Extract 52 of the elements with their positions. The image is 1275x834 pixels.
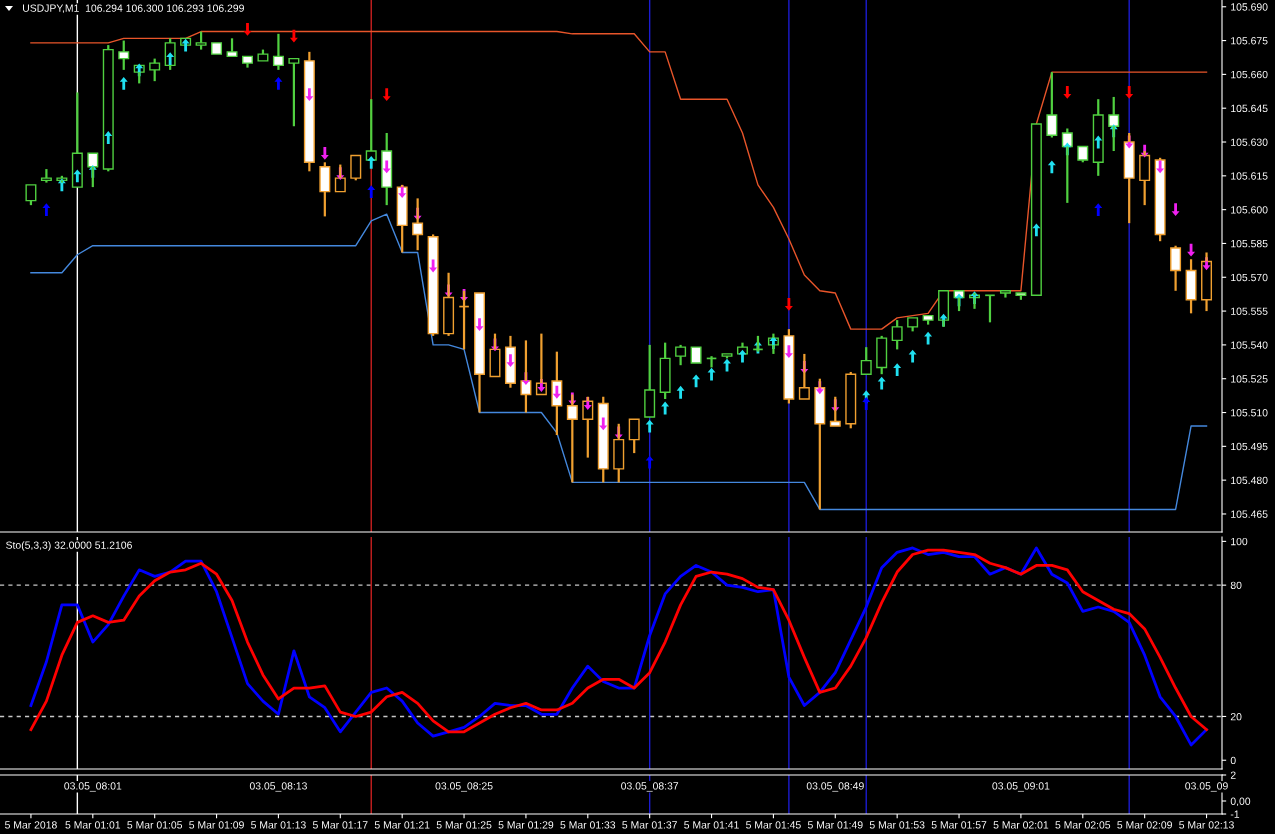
x2-tick-label: 03.05_08:37 <box>621 782 679 792</box>
y-tick-label: 105.570 <box>1231 273 1268 282</box>
y-tick-label: 105.495 <box>1231 442 1268 451</box>
x-tick-label: 5 Mar 01:25 <box>436 821 492 829</box>
y-tick-label: 0 <box>1230 756 1236 765</box>
x-tick-label: 5 Mar 01:57 <box>931 821 987 829</box>
y-tick-label: 105.660 <box>1231 70 1268 79</box>
x2-tick-label: 03.05_09 <box>1185 782 1228 792</box>
x-tick-label: 5 Mar 01:45 <box>746 821 801 829</box>
y-tick-label: 105.480 <box>1231 476 1268 485</box>
x-tick-label: 5 Mar 01:01 <box>65 821 121 829</box>
y-tick-label: 105.555 <box>1231 307 1268 315</box>
y-tick-label: 2 <box>1230 771 1236 779</box>
x-tick-label: 5 Mar 2018 <box>5 821 57 829</box>
y-tick-label: -1 <box>1230 810 1240 818</box>
x-tick-label: 5 Mar 01:13 <box>251 821 306 829</box>
y-tick-label: 105.600 <box>1231 206 1268 214</box>
y-tick-label: 105.525 <box>1231 375 1268 383</box>
y-tick-label: 105.585 <box>1231 239 1268 248</box>
chart-title: Sto(5,3,3) 32.0000 51.2106 <box>6 541 132 551</box>
y-tick-label: 105.465 <box>1231 510 1268 518</box>
y-tick-label: 105.540 <box>1231 341 1268 349</box>
x2-tick-label: 03.05_09:01 <box>992 782 1050 792</box>
x2-tick-label: 03.05_08:01 <box>64 782 122 792</box>
y-tick-label: 80 <box>1230 581 1242 590</box>
x-tick-label: 5 Mar 01:53 <box>869 821 925 829</box>
y-tick-label: 20 <box>1230 712 1242 721</box>
x-tick-label: 5 Mar 01:17 <box>312 821 368 829</box>
x-tick-label: 5 Mar 01:05 <box>127 821 183 829</box>
x-tick-label: 5 Mar 01:21 <box>374 821 430 829</box>
y-tick-label: 105.630 <box>1231 138 1268 146</box>
x-tick-label: 5 Mar 02:05 <box>1055 821 1111 829</box>
y-tick-label: 105.615 <box>1231 172 1268 180</box>
x-tick-label: 5 Mar 02:01 <box>993 821 1049 829</box>
x-tick-label: 5 Mar 01:33 <box>560 821 616 829</box>
x2-tick-label: 03.05_08:13 <box>249 782 307 792</box>
x-tick-label: 5 Mar 02:13 <box>1179 821 1234 829</box>
y-tick-label: 105.645 <box>1231 104 1268 113</box>
x-tick-label: 5 Mar 01:09 <box>189 821 244 829</box>
y-tick-label: 105.510 <box>1231 409 1268 417</box>
chart-title: USDJPY,M1 106.294 106.300 106.293 106.299 <box>23 4 244 14</box>
x-tick-label: 5 Mar 01:49 <box>807 821 863 829</box>
x2-tick-label: 03.05_08:25 <box>435 782 493 792</box>
x-tick-label: 5 Mar 02:09 <box>1117 821 1172 829</box>
y-tick-label: 105.675 <box>1231 37 1268 45</box>
y-tick-label: 0,00 <box>1230 797 1251 807</box>
y-tick-label: 105.690 <box>1231 3 1268 11</box>
x-tick-label: 5 Mar 01:37 <box>622 821 677 829</box>
x-tick-label: 5 Mar 01:29 <box>498 821 554 829</box>
y-tick-label: 100 <box>1231 537 1248 546</box>
x-tick-label: 5 Mar 01:41 <box>684 821 739 829</box>
x2-tick-label: 03.05_08:49 <box>806 782 864 792</box>
